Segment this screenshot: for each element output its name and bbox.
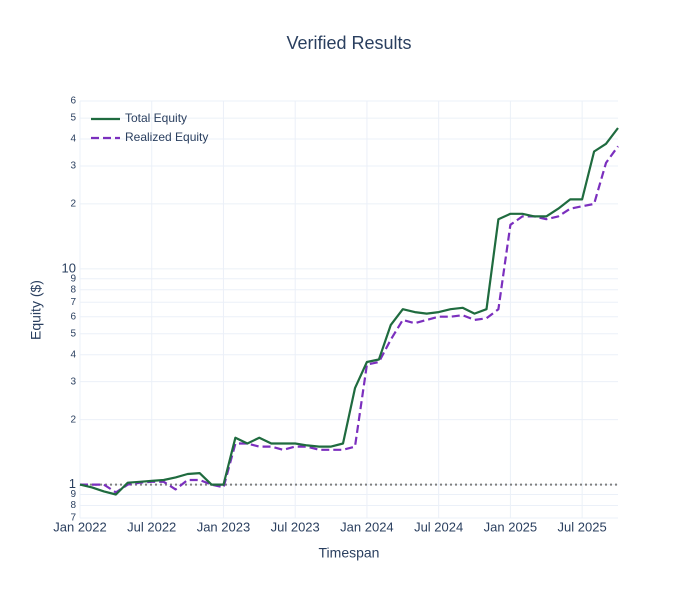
series-line	[79, 127, 619, 496]
y-tick-label: 2	[70, 199, 76, 210]
legend-label: Total Equity	[125, 111, 187, 125]
x-tick-label: Jul 2024	[414, 519, 463, 534]
y-tick-label: 4	[70, 134, 76, 145]
x-tick-label: Jul 2023	[271, 519, 320, 534]
x-tick-label: Jan 2023	[197, 519, 251, 534]
y-axis-title: Equity ($)	[28, 280, 44, 340]
x-axis-title: Timespan	[319, 545, 380, 561]
y-tick-label: 8	[70, 500, 76, 511]
y-tick-label: 4	[70, 349, 76, 360]
y-tick-label: 1	[69, 476, 76, 491]
y-tick-label: 10	[62, 260, 76, 275]
y-tick-label: 8	[70, 284, 76, 295]
legend-label: Realized Equity	[125, 130, 208, 144]
y-tick-label: 7	[70, 513, 76, 524]
y-tick-label: 9	[70, 273, 76, 284]
series-line	[80, 145, 619, 494]
x-tick-label: Jan 2022	[53, 519, 107, 534]
x-tick-label: Jul 2022	[127, 519, 176, 534]
y-tick-label: 3	[70, 161, 76, 172]
y-tick-label: 7	[70, 297, 76, 308]
chart-title: Verified Results	[286, 33, 411, 53]
grid	[79, 100, 618, 519]
y-tick-label: 6	[70, 311, 76, 322]
y-tick-label: 3	[70, 376, 76, 387]
y-tick-label: 6	[70, 96, 76, 107]
x-tick-label: Jul 2025	[558, 519, 607, 534]
y-tick-label: 2	[70, 414, 76, 425]
y-tick-label: 5	[70, 328, 76, 339]
y-tick-label: 5	[70, 113, 76, 124]
x-tick-label: Jan 2024	[340, 519, 394, 534]
y-tick-label: 9	[70, 489, 76, 500]
x-tick-label: Jan 2025	[484, 519, 538, 534]
